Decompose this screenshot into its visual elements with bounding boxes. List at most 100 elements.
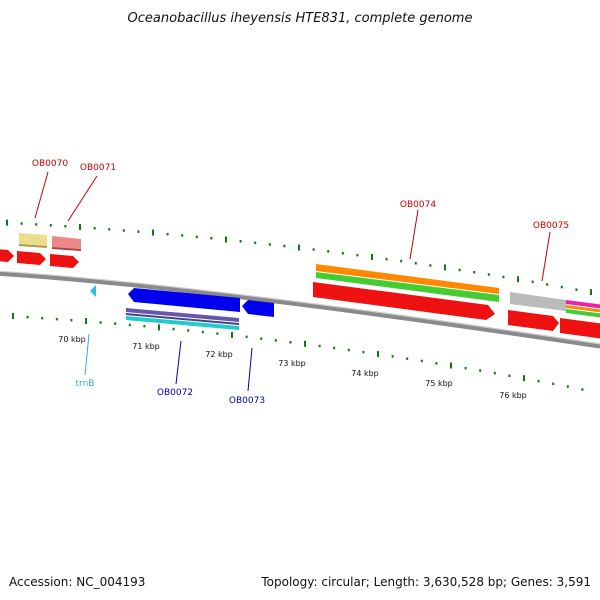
match-bar-orange bbox=[316, 264, 499, 294]
minor-tick-mark bbox=[537, 379, 540, 383]
minor-tick-mark bbox=[20, 222, 23, 225]
minor-tick-mark bbox=[333, 346, 336, 350]
minor-tick-mark bbox=[473, 271, 476, 274]
minor-tick-mark bbox=[108, 228, 111, 231]
minor-tick-mark bbox=[122, 229, 125, 232]
major-tick-mark bbox=[450, 362, 452, 369]
callout-ob0072 bbox=[175, 340, 182, 385]
minor-tick-mark bbox=[245, 335, 248, 339]
minor-tick-mark bbox=[283, 244, 286, 248]
feature-ob0074[interactable] bbox=[313, 264, 499, 320]
major-tick-mark bbox=[225, 236, 227, 243]
major-tick-mark bbox=[12, 313, 14, 319]
callout-trnb bbox=[84, 333, 90, 376]
minor-tick-mark bbox=[341, 252, 344, 255]
minor-tick-mark bbox=[201, 330, 204, 334]
match-bar-green bbox=[566, 309, 600, 318]
minor-tick-mark bbox=[181, 234, 184, 237]
cds-arrow-forward bbox=[508, 310, 559, 331]
minor-tick-mark bbox=[70, 318, 73, 322]
match-bar-yellow bbox=[19, 233, 47, 246]
feature-ob0075[interactable] bbox=[508, 292, 600, 339]
major-tick-mark bbox=[517, 276, 519, 283]
gene-label-ob0073[interactable]: OB0073 bbox=[229, 396, 265, 406]
minor-tick-mark bbox=[458, 268, 461, 272]
scale-labels: 70 kbp 71 kbp 72 kbp 73 kbp 74 kbp 75 kb… bbox=[58, 335, 527, 400]
minor-tick-mark bbox=[274, 339, 277, 342]
minor-tick-mark bbox=[216, 332, 219, 335]
minor-tick-mark bbox=[502, 275, 505, 279]
gene-label-ob0070[interactable]: OB0070 bbox=[32, 159, 68, 169]
tick-label-75: 75 kbp bbox=[425, 379, 453, 388]
tick-label-70: 70 kbp bbox=[58, 335, 86, 344]
minor-tick-mark bbox=[128, 323, 131, 327]
cds-arrow-forward-partial[interactable] bbox=[0, 249, 14, 262]
minor-tick-mark bbox=[435, 362, 438, 365]
callout-ob0071 bbox=[67, 175, 98, 222]
tick-label-71: 71 kbp bbox=[132, 342, 160, 351]
minor-tick-mark bbox=[318, 344, 321, 348]
minor-tick-mark bbox=[400, 259, 403, 263]
trnb-marker[interactable] bbox=[90, 285, 96, 297]
minor-tick-mark bbox=[464, 366, 467, 370]
minor-tick-mark bbox=[35, 223, 38, 226]
tick-label-76: 76 kbp bbox=[499, 391, 527, 400]
feature-ob0070[interactable] bbox=[17, 233, 47, 265]
minor-tick-mark bbox=[289, 341, 292, 344]
minor-tick-mark bbox=[429, 264, 432, 267]
major-tick-mark bbox=[85, 318, 87, 324]
gene-label-ob0075[interactable]: OB0075 bbox=[533, 221, 569, 231]
major-tick-mark bbox=[158, 324, 160, 331]
match-bar-cyan bbox=[126, 316, 239, 330]
minor-tick-mark bbox=[64, 225, 67, 228]
tick-label-73: 73 kbp bbox=[278, 359, 306, 368]
match-bar-green bbox=[316, 272, 499, 302]
cds-arrow-forward bbox=[50, 254, 79, 268]
match-bar-magenta bbox=[566, 300, 600, 309]
major-tick-mark bbox=[304, 340, 306, 347]
minor-tick-mark bbox=[531, 280, 534, 284]
genome-backbone-highlight bbox=[0, 270, 600, 345]
minor-tick-mark bbox=[260, 337, 263, 340]
cds-arrow-forward bbox=[17, 251, 46, 265]
minor-tick-mark bbox=[114, 322, 117, 325]
minor-tick-mark bbox=[552, 382, 555, 386]
minor-tick-mark bbox=[55, 317, 58, 321]
feature-ob0072[interactable] bbox=[126, 288, 240, 330]
feature-ob0071[interactable] bbox=[50, 236, 81, 268]
gene-label-ob0071[interactable]: OB0071 bbox=[80, 163, 116, 173]
major-tick-mark bbox=[444, 264, 446, 271]
match-bar-purple bbox=[126, 308, 239, 322]
major-tick-mark bbox=[590, 289, 592, 296]
gene-label-trnb[interactable]: trnB bbox=[76, 379, 95, 389]
minor-tick-mark bbox=[166, 232, 169, 236]
match-bar-yellow-edge bbox=[19, 244, 47, 248]
minor-tick-mark bbox=[493, 371, 496, 375]
minor-tick-mark bbox=[362, 350, 365, 354]
lower-tick-row bbox=[12, 313, 584, 391]
minor-tick-mark bbox=[560, 285, 563, 289]
callout-ob0070 bbox=[34, 171, 49, 219]
gene-label-ob0072[interactable]: OB0072 bbox=[157, 388, 193, 398]
feature-ob0073[interactable] bbox=[242, 300, 274, 317]
minor-tick-mark bbox=[508, 374, 511, 377]
tick-label-72: 72 kbp bbox=[205, 350, 233, 359]
callout-ob0073 bbox=[247, 347, 253, 392]
minor-tick-mark bbox=[195, 235, 198, 239]
major-tick-mark bbox=[231, 332, 233, 338]
match-bar-pink-edge bbox=[52, 247, 81, 251]
major-tick-mark bbox=[79, 224, 81, 230]
minor-tick-mark bbox=[93, 227, 96, 230]
minor-tick-mark bbox=[356, 253, 359, 257]
minor-tick-mark bbox=[49, 224, 52, 227]
minor-tick-mark bbox=[26, 315, 29, 319]
minor-tick-mark bbox=[172, 327, 175, 331]
map-title: Oceanobacillus iheyensis HTE831, complet… bbox=[128, 11, 473, 26]
cds-arrow-reverse bbox=[128, 288, 240, 312]
gene-label-ob0074[interactable]: OB0074 bbox=[400, 200, 436, 210]
minor-tick-mark bbox=[268, 243, 271, 246]
callout-ob0074 bbox=[409, 209, 419, 260]
minor-tick-mark bbox=[546, 283, 549, 286]
minor-tick-mark bbox=[575, 288, 578, 291]
